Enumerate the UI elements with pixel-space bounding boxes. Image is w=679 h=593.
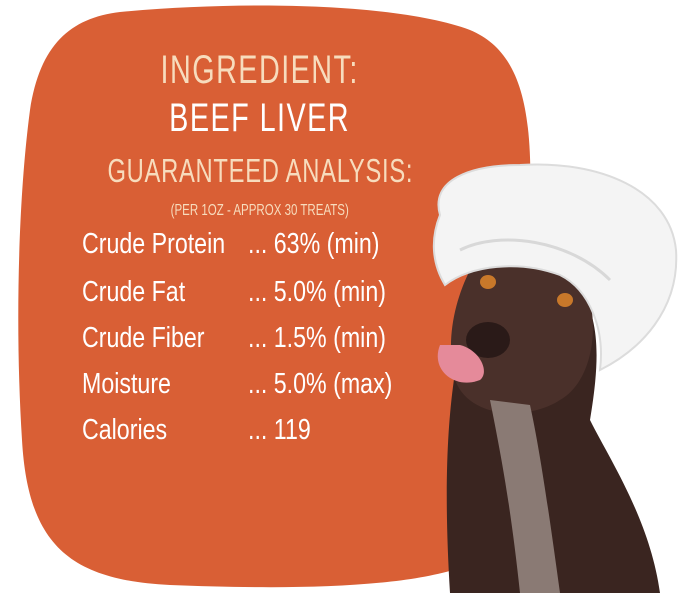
- analysis-title: GUARANTEED ANALYSIS:: [107, 152, 413, 189]
- serving-note: (PER 1OZ - APPROX 30 TREATS): [170, 202, 350, 219]
- row-value: ... 5.0% (min): [248, 276, 386, 308]
- row-label: Crude Protein: [82, 228, 226, 260]
- row-label: Moisture: [82, 368, 171, 400]
- row-label: Calories: [82, 414, 168, 446]
- row-value: ... 63% (min): [248, 228, 380, 260]
- row-value: ... 5.0% (max): [248, 368, 393, 400]
- ingredient-name: BEEF LIVER: [169, 96, 351, 140]
- row-value: ... 119: [248, 414, 311, 446]
- row-value: ... 1.5% (min): [248, 322, 386, 354]
- ingredient-label: INGREDIENT:: [160, 48, 360, 92]
- row-label: Crude Fat: [82, 276, 186, 308]
- row-label: Crude Fiber: [82, 322, 205, 354]
